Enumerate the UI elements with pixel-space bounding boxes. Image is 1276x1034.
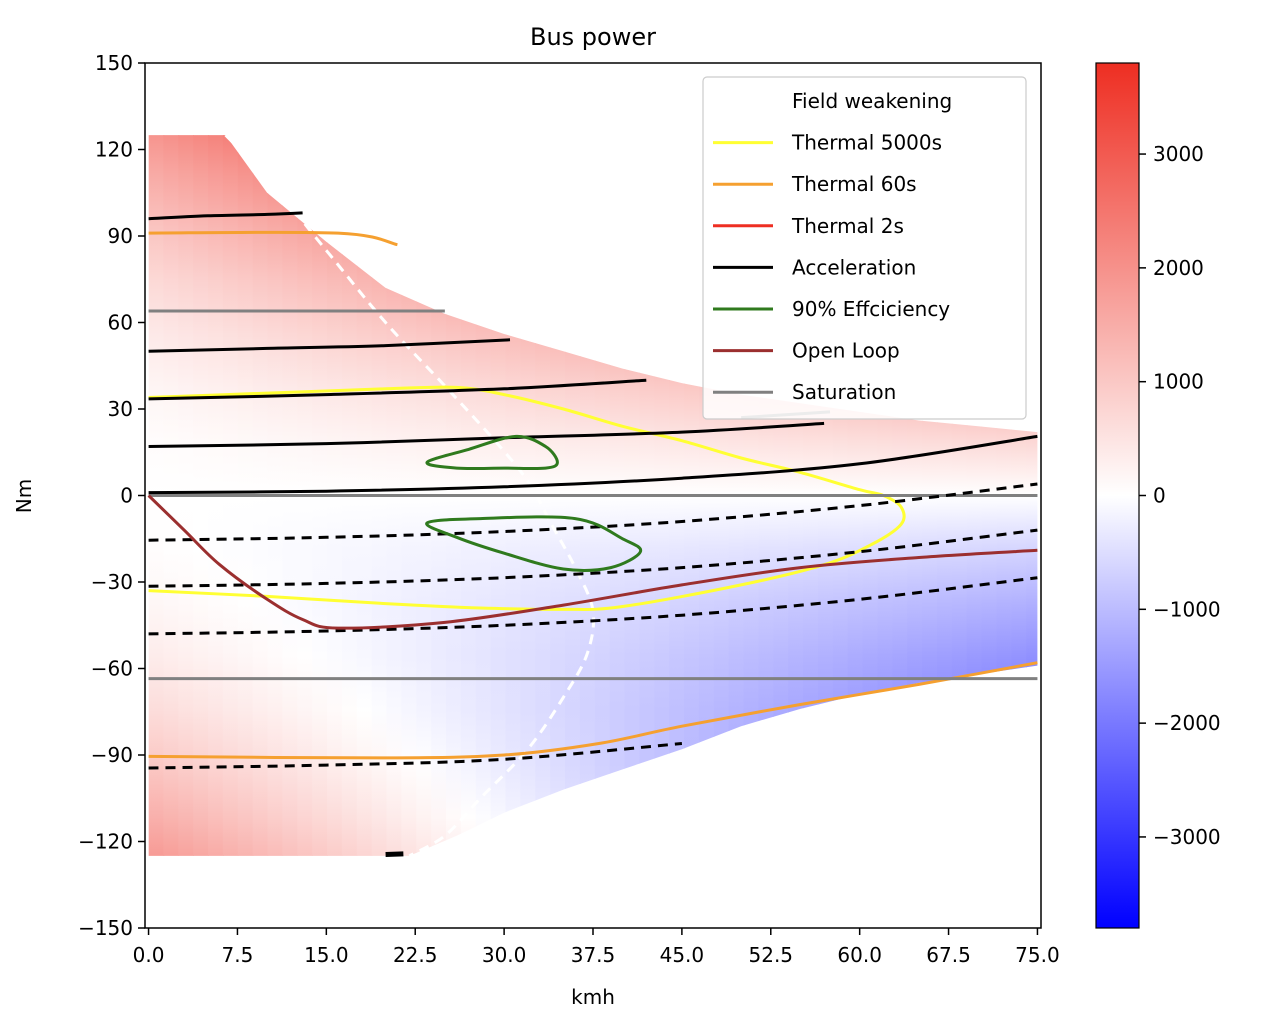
x-tick-label: 22.5 — [393, 943, 438, 967]
colorbar-tick-label: 0 — [1153, 484, 1166, 508]
legend-label-open-loop: Open Loop — [792, 339, 900, 363]
y-tick-label: 30 — [108, 397, 133, 421]
series-line-acceleration — [148, 434, 1038, 495]
y-tick-label: −120 — [78, 830, 133, 854]
series-line-thermal-60s — [148, 230, 398, 247]
series-line-90-effciciency — [425, 434, 559, 471]
y-tick-label: 60 — [108, 311, 133, 335]
legend-label-saturation: Saturation — [792, 380, 896, 404]
series-line-acceleration — [148, 528, 1038, 588]
x-axis: 0.0 7.5 15.0 22.5 30.0 37.5 45.0 52.5 60.0 67.5 75… — [133, 928, 1060, 967]
x-tick-label: 45.0 — [660, 943, 705, 967]
y-tick-label: 90 — [108, 224, 133, 248]
series-line-thermal-60s — [148, 661, 1038, 760]
legend-label-thermal-5000s: Thermal 5000s — [791, 131, 942, 155]
x-tick-label: 67.5 — [926, 943, 971, 967]
series-line-acceleration — [148, 576, 1038, 636]
colorbar-tick-label: 1000 — [1153, 370, 1204, 394]
legend-box — [702, 76, 1027, 420]
series-line-acceleration — [385, 851, 404, 857]
x-tick-label: 7.5 — [222, 943, 254, 967]
series-layer — [147, 134, 1038, 858]
x-tick-label: 60.0 — [837, 943, 882, 967]
colorbar-tick-label: −1000 — [1153, 597, 1221, 621]
chart-title: Bus power — [530, 23, 656, 51]
x-tick-label: 52.5 — [749, 943, 794, 967]
y-tick-label: −30 — [91, 570, 133, 594]
colorbar-gradient — [1095, 62, 1140, 929]
series-line-acceleration — [148, 211, 303, 221]
colorbar-tick-label: 2000 — [1153, 256, 1204, 280]
y-tick-label: 120 — [95, 138, 133, 162]
y-axis-label: Nm — [12, 479, 36, 513]
series-line-90-effciciency — [425, 515, 643, 572]
x-axis-label: kmh — [571, 985, 615, 1009]
x-tick-label: 37.5 — [571, 943, 616, 967]
x-tick-label: 30.0 — [482, 943, 527, 967]
x-tick-label: 75.0 — [1015, 943, 1060, 967]
y-tick-label: −150 — [78, 916, 133, 940]
colorbar: 3000 2000 1000 0 −1000 −2000 −3000 — [1095, 62, 1221, 929]
legend-label-thermal-2s: Thermal 2s — [791, 214, 904, 238]
y-tick-label: 0 — [120, 484, 133, 508]
y-tick-label: −60 — [91, 657, 133, 681]
legend-label-90-effciciency: 90% Effciciency — [792, 297, 950, 321]
legend-label-acceleration: Acceleration — [792, 255, 916, 279]
x-tick-label: 0.0 — [133, 943, 165, 967]
colorbar-tick-label: 3000 — [1153, 142, 1204, 166]
legend-label-field-weakening: Field weakening — [792, 89, 952, 113]
y-axis: 150 120 90 60 30 0 −30 −60 −90 −120 −150 — [78, 51, 145, 940]
x-tick-label: 15.0 — [304, 943, 349, 967]
y-tick-label: −90 — [91, 743, 133, 767]
legend-label-thermal-60s: Thermal 60s — [791, 172, 917, 196]
series-line-acceleration — [148, 482, 1038, 542]
colorbar-tick-label: −3000 — [1153, 825, 1221, 849]
series-line-acceleration — [148, 338, 511, 353]
colorbar-ticks: 3000 2000 1000 0 −1000 −2000 −3000 — [1139, 142, 1221, 849]
legend: Field weakening Thermal 5000s Thermal 60s T… — [702, 76, 1027, 420]
colorbar-tick-label: −2000 — [1153, 711, 1221, 735]
series-line-field-weakening — [224, 134, 596, 858]
series-line-acceleration — [148, 742, 683, 770]
series-line-open-loop — [147, 494, 1038, 630]
y-tick-label: 150 — [95, 51, 133, 75]
series-line-acceleration — [148, 378, 647, 401]
